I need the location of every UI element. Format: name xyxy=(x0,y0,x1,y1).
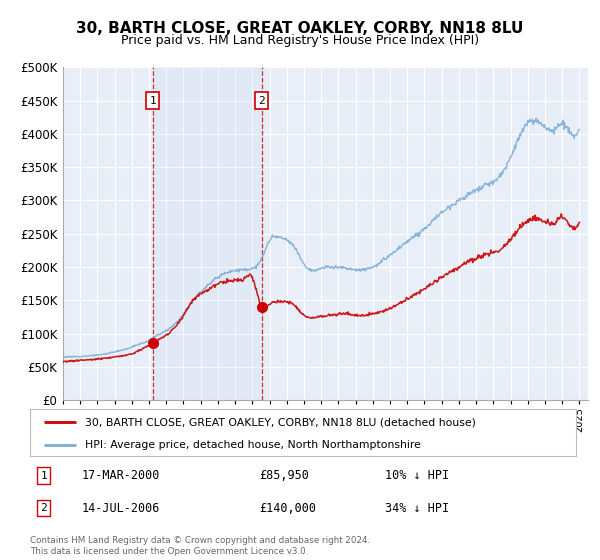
Text: £85,950: £85,950 xyxy=(259,469,309,482)
Text: HPI: Average price, detached house, North Northamptonshire: HPI: Average price, detached house, Nort… xyxy=(85,440,421,450)
Text: 2: 2 xyxy=(258,96,265,105)
Text: 1: 1 xyxy=(149,96,156,105)
Text: 30, BARTH CLOSE, GREAT OAKLEY, CORBY, NN18 8LU: 30, BARTH CLOSE, GREAT OAKLEY, CORBY, NN… xyxy=(76,21,524,36)
Text: 2: 2 xyxy=(40,503,47,513)
Text: 14-JUL-2006: 14-JUL-2006 xyxy=(82,502,160,515)
Text: 1: 1 xyxy=(40,470,47,480)
Text: 17-MAR-2000: 17-MAR-2000 xyxy=(82,469,160,482)
Text: 10% ↓ HPI: 10% ↓ HPI xyxy=(385,469,449,482)
Bar xyxy=(152,67,262,400)
Text: £140,000: £140,000 xyxy=(259,502,316,515)
Text: Contains HM Land Registry data © Crown copyright and database right 2024.
This d: Contains HM Land Registry data © Crown c… xyxy=(30,536,370,556)
Text: Price paid vs. HM Land Registry's House Price Index (HPI): Price paid vs. HM Land Registry's House … xyxy=(121,34,479,46)
Text: 30, BARTH CLOSE, GREAT OAKLEY, CORBY, NN18 8LU (detached house): 30, BARTH CLOSE, GREAT OAKLEY, CORBY, NN… xyxy=(85,417,475,427)
Text: 34% ↓ HPI: 34% ↓ HPI xyxy=(385,502,449,515)
